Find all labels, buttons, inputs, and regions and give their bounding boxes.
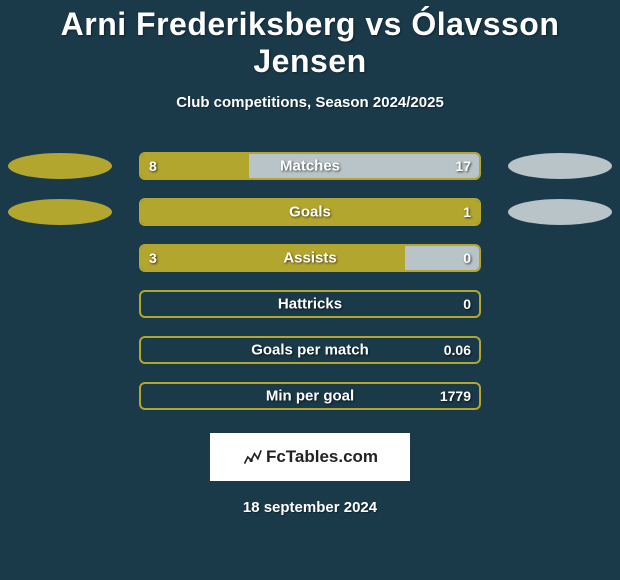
footer-date: 18 september 2024 [0,499,620,516]
stat-bar: 0Hattricks [139,290,481,318]
page-title: Arni Frederiksberg vs Ólavsson Jensen [0,0,620,80]
player1-ellipse [8,199,112,225]
player2-ellipse [508,153,612,179]
player2-ellipse [508,199,612,225]
footer-logo: FcTables.com [210,433,410,481]
stat-value-player2: 0 [463,296,471,312]
stat-value-player2: 1 [463,204,471,220]
stat-row: 0.06Goals per match [0,327,620,373]
fctables-icon [242,447,262,467]
stat-value-player2: 0 [463,250,471,266]
stat-value-player1: 3 [149,250,157,266]
stat-row: 0Hattricks [0,281,620,327]
stat-row: 817Matches [0,143,620,189]
comparison-chart: 817Matches1Goals30Assists0Hattricks0.06G… [0,143,620,419]
stat-row: 1779Min per goal [0,373,620,419]
footer-logo-text: FcTables.com [266,447,378,467]
bar-fill-player1 [141,154,249,178]
stat-value-player2: 17 [455,158,471,174]
bar-fill-player1 [141,246,405,270]
subtitle: Club competitions, Season 2024/2025 [0,94,620,111]
stat-row: 1Goals [0,189,620,235]
stat-value-player1: 8 [149,158,157,174]
stat-bar: 0.06Goals per match [139,336,481,364]
bar-fill-player2 [249,154,479,178]
player1-ellipse [8,153,112,179]
stat-label: Goals per match [141,342,479,359]
stat-bar: 1Goals [139,198,481,226]
stat-label: Min per goal [141,388,479,405]
stat-value-player2: 1779 [440,388,471,404]
stat-row: 30Assists [0,235,620,281]
stat-bar: 30Assists [139,244,481,272]
stat-label: Hattricks [141,296,479,313]
bar-fill-player1 [141,200,479,224]
stat-bar: 1779Min per goal [139,382,481,410]
stat-value-player2: 0.06 [444,342,471,358]
stat-bar: 817Matches [139,152,481,180]
